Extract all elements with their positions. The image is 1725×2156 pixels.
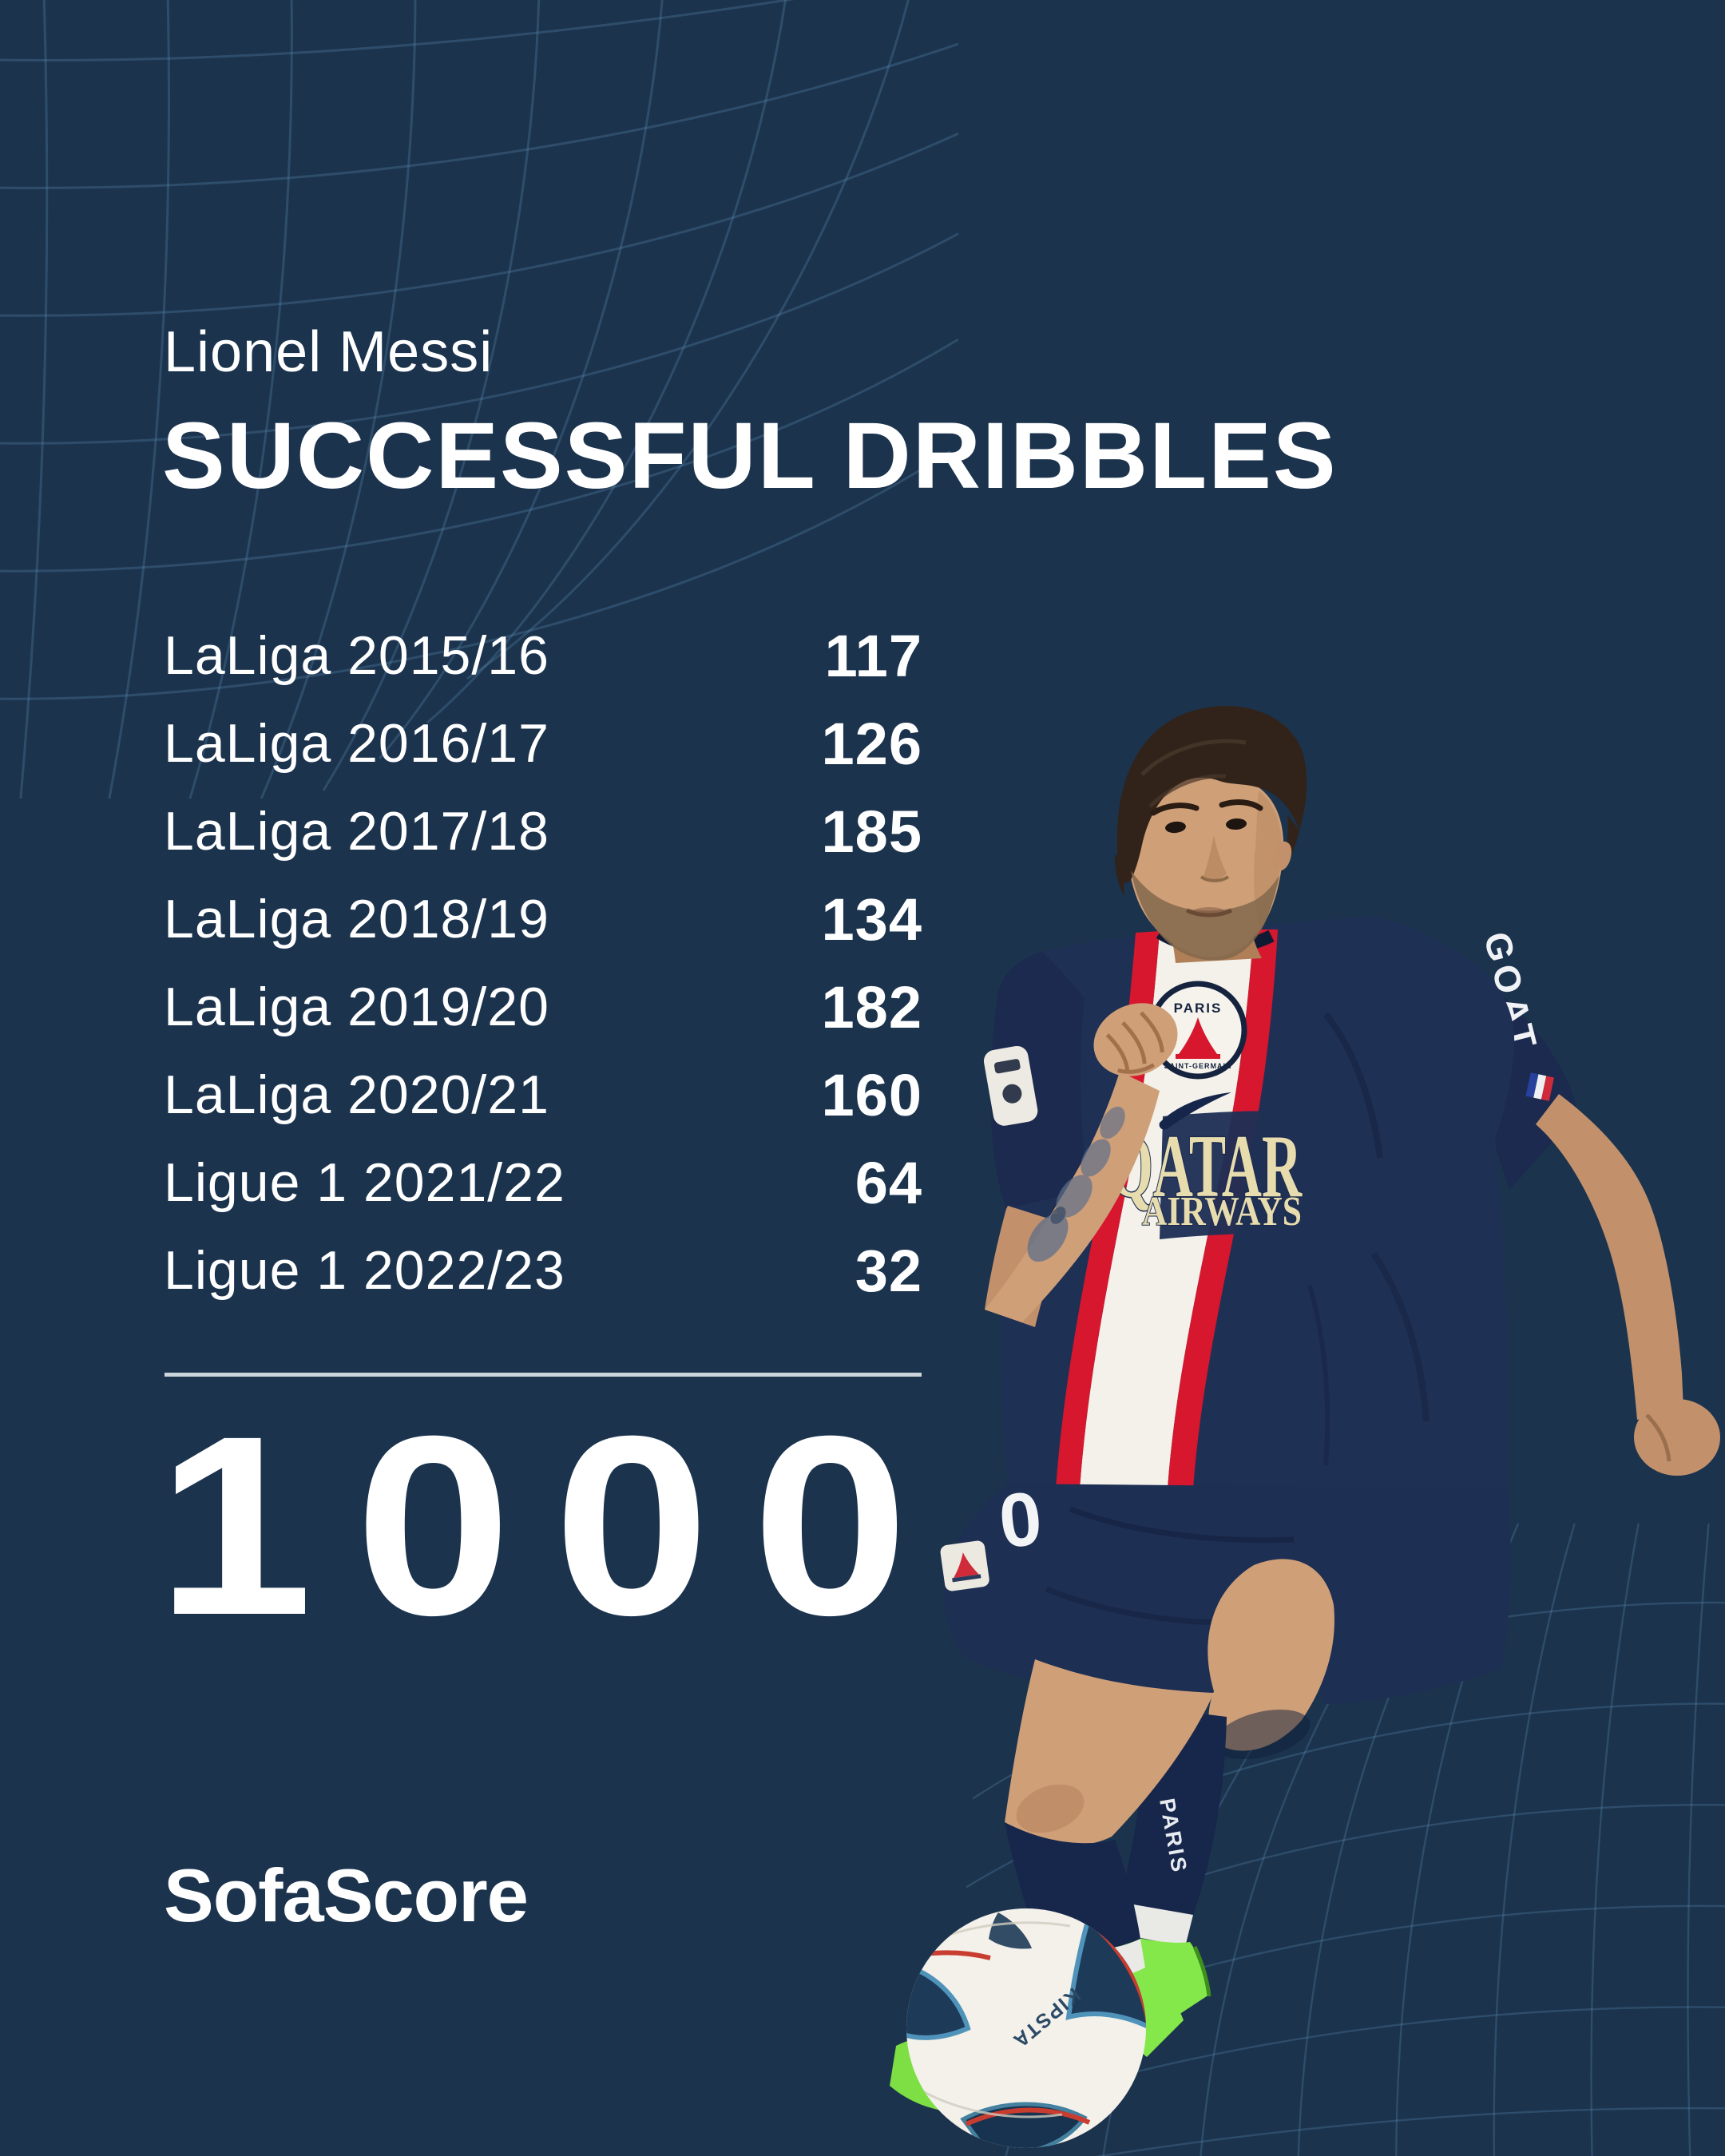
head [1115,705,1307,963]
shorts-number: 0 [995,1476,1046,1564]
sofascore-logo: SofaScore [164,1853,529,1937]
football: KIPSTA [906,1908,1146,2148]
beard [1131,870,1279,961]
messi-photo: GOAT PARIS [890,705,1720,2148]
stat-label: LaLiga 2020/21 [164,1064,549,1125]
left-hand [1093,1003,1178,1076]
nike-swoosh-icon [1159,1092,1231,1130]
ligue1-patch [983,1045,1038,1126]
shorts: 0 [940,1476,1511,1704]
stat-value: 32 [855,1237,922,1304]
stat-value: 185 [821,798,922,865]
stat-label: Ligue 1 2022/23 [164,1240,565,1301]
stat-value: 126 [821,710,922,777]
stat-label: LaLiga 2015/16 [164,625,549,686]
stat-row: LaLiga 2019/20 182 [164,963,922,1051]
hair [1116,705,1307,883]
total-value: 1000 [157,1382,951,1668]
sock-paris-text: PARIS [1155,1797,1192,1876]
stat-label: LaLiga 2019/20 [164,977,549,1037]
stat-row: LaLiga 2018/19 134 [164,875,922,963]
stat-label: LaLiga 2016/17 [164,713,549,774]
forward-leg [890,1659,1214,2113]
background-grid-bottom-right [966,1524,1725,2156]
stat-value: 134 [821,886,922,953]
jersey-sponsor-line2: AIRWAYS [1142,1189,1302,1235]
stat-label: LaLiga 2018/19 [164,889,549,949]
ball-brand-text: KIPSTA [1008,1984,1085,2053]
jersey-red-stripe-left [1056,931,1160,1488]
left-arm [983,952,1178,1327]
jersey: PARIS SAINT-GERMAIN QATAR AIRWAYS [997,917,1515,1488]
stat-row: LaLiga 2020/21 160 [164,1051,922,1139]
stat-row: LaLiga 2015/16 117 [164,612,922,700]
stat-row: Ligue 1 2021/22 64 [164,1139,922,1227]
trailing-leg: PARIS [1110,1559,1334,2028]
divider-line [165,1373,922,1377]
stat-label: LaLiga 2017/18 [164,801,549,862]
jersey-white-band [1080,929,1254,1488]
stat-label: Ligue 1 2021/22 [164,1152,565,1213]
stat-row: Ligue 1 2022/23 32 [164,1227,922,1314]
player-name: Lionel Messi [164,320,494,384]
psg-crest: PARIS SAINT-GERMAIN [1148,981,1247,1080]
stat-row: LaLiga 2016/17 126 [164,700,922,787]
jersey-red-stripe-right [1168,929,1278,1488]
sleeve-goat-text: GOAT [1476,928,1546,1056]
stat-value: 64 [855,1149,922,1216]
stat-value: 182 [821,973,922,1040]
france-flag-icon [1525,1072,1554,1101]
page-title: SUCCESSFUL DRIBBLES [162,403,1338,509]
stat-row: LaLiga 2017/18 185 [164,787,922,875]
jersey-sponsor-line1: QATAR [1110,1117,1303,1216]
stat-value: 117 [824,622,922,689]
crest-city-text: PARIS [1174,1001,1223,1016]
crest-sub-text: SAINT-GERMAIN [1164,1062,1232,1070]
stat-value: 160 [821,1061,922,1128]
stats-list: LaLiga 2015/16 117 LaLiga 2016/17 126 La… [164,612,922,1314]
right-arm: GOAT [1438,928,1720,1476]
